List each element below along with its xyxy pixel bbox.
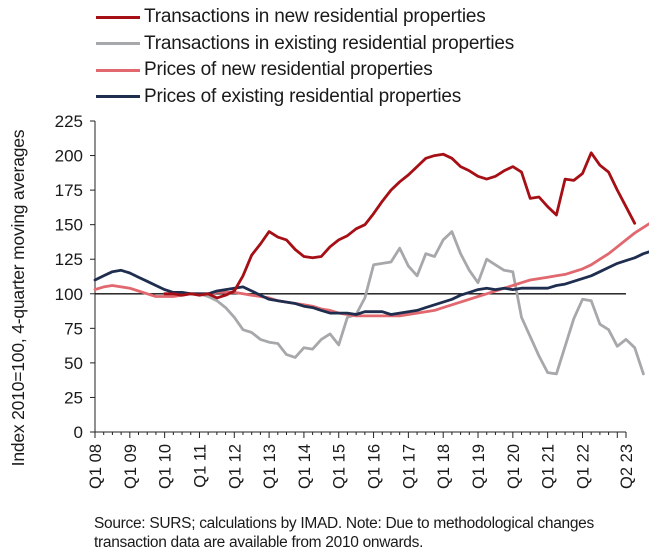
legend-item-prices-new: Prices of new residential properties xyxy=(96,57,514,84)
x-tick-label: Q1 13 xyxy=(261,444,279,489)
legend-item-transactions-new: Transactions in new residential properti… xyxy=(96,4,514,31)
legend-label-prices-existing: Prices of existing residential propertie… xyxy=(144,85,462,107)
y-tick-label: 175 xyxy=(55,181,83,200)
x-tick-label: Q1 22 xyxy=(574,444,592,489)
legend-item-prices-existing: Prices of existing residential propertie… xyxy=(96,84,514,111)
legend: Transactions in new residential properti… xyxy=(96,4,514,110)
y-tick-label: 225 xyxy=(55,112,83,131)
x-tick-label: Q1 10 xyxy=(157,444,175,489)
legend-swatch-transactions-existing xyxy=(96,42,140,46)
legend-swatch-prices-new xyxy=(96,68,140,72)
y-tick-label: 150 xyxy=(55,216,83,235)
x-tick-label: Q2 23 xyxy=(618,444,636,489)
y-tick-label: 50 xyxy=(64,354,83,373)
x-tick-label: Q1 19 xyxy=(470,444,488,489)
series-transactions-existing-line xyxy=(163,230,645,376)
legend-swatch-transactions-new xyxy=(96,15,140,19)
x-tick-label: Q1 11 xyxy=(191,444,209,488)
x-tick-label: Q1 16 xyxy=(366,444,384,489)
y-tick-label: 25 xyxy=(64,388,83,407)
x-tick-label: Q1 15 xyxy=(331,444,349,489)
x-tick-label: Q1 17 xyxy=(400,444,418,489)
y-tick-label: 100 xyxy=(55,285,83,304)
x-tick-label: Q1 12 xyxy=(226,444,244,489)
x-tick-label: Q1 08 xyxy=(87,444,105,489)
legend-label-transactions-existing: Transactions in existing residential pro… xyxy=(144,32,515,54)
x-tick-label: Q1 21 xyxy=(540,444,558,489)
y-tick-label: 0 xyxy=(74,423,83,442)
series-layer xyxy=(93,151,649,376)
legend-swatch-prices-existing xyxy=(96,95,140,99)
legend-label-prices-new: Prices of new residential properties xyxy=(144,59,433,81)
series-prices-existing-line xyxy=(93,250,649,316)
x-tick-label: Q1 18 xyxy=(435,444,453,489)
legend-label-transactions-new: Transactions in new residential properti… xyxy=(144,6,486,28)
y-tick-label: 125 xyxy=(55,250,83,269)
y-tick-label: 200 xyxy=(55,147,83,166)
x-tick-label: Q1 09 xyxy=(122,444,140,489)
y-tick-label: 75 xyxy=(64,319,83,338)
legend-item-transactions-existing: Transactions in existing residential pro… xyxy=(96,31,514,58)
axes: 0 25 50 75 100 125 150 175 200 225 Q1 08 Q1 09 Q1 10… xyxy=(55,112,636,489)
series-transactions-new-line xyxy=(163,151,637,300)
x-tick-label: Q1 14 xyxy=(296,444,314,489)
y-axis-label: Index 2010=100, 4-quarter moving average… xyxy=(8,129,28,467)
x-tick-label: Q1 20 xyxy=(505,444,523,489)
source-note: Source: SURS; calculations by IMAD. Note… xyxy=(94,515,594,551)
